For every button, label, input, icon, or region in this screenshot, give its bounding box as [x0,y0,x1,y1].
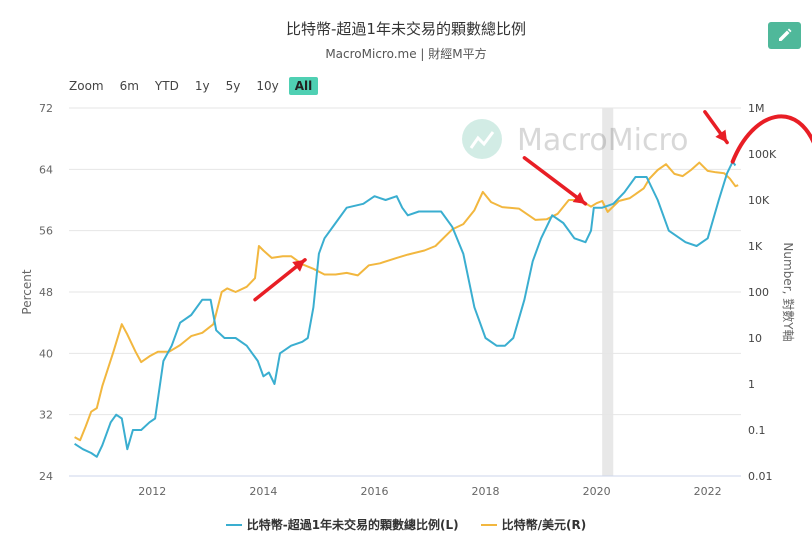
y-axis-right-label: Number, 對數Y軸 [781,242,795,341]
zoom-ytd-button[interactable]: YTD [154,79,179,93]
series-line-right [74,161,739,442]
annotation-arrow [522,156,588,206]
legend-item-left-series[interactable]: 比特幣-超過1年未交易的顆數總比例(L) [225,516,459,533]
x-tick-label: 2014 [249,485,277,498]
y-right-tick-label: 1K [748,240,763,253]
legend-swatch [225,523,242,526]
zoom-6m-button[interactable]: 6m [119,79,139,93]
y-axis-left-label: Percent [20,269,34,314]
y-right-tick-label: 1M [748,102,765,115]
zoom-bar: Zoom 6m YTD 1y 5y 10y All [69,76,322,96]
zoom-all-button[interactable]: All [288,77,319,95]
y-left-tick-label: 72 [39,102,53,115]
legend-swatch [480,523,497,526]
page-subtitle: MacroMicro.me | 財經M平方 [325,47,487,61]
legend-label: 比特幣-超過1年未交易的顆數總比例(L) [246,518,459,532]
annotation-arrowhead [715,129,728,143]
zoom-10y-button[interactable]: 10y [256,79,279,93]
watermark: MacroMicro [462,119,689,159]
y-right-tick-label: 1 [748,378,755,391]
x-tick-label: 2016 [360,485,388,498]
x-tick-label: 2018 [472,485,500,498]
y-right-tick-label: 10K [748,194,770,207]
y-right-tick-label: 10 [748,332,762,345]
page-title: 比特幣-超過1年未交易的顆數總比例 [286,20,526,38]
legend-label: 比特幣/美元(R) [501,518,587,532]
y-left-tick-label: 40 [39,347,53,360]
y-right-tick-label: 0.01 [748,470,773,483]
annotation-curve [730,114,812,164]
x-tick-label: 2012 [138,485,166,498]
zoom-1y-button[interactable]: 1y [194,79,210,93]
legend: 比特幣-超過1年未交易的顆數總比例(L) 比特幣/美元(R) [0,516,812,533]
y-right-tick-label: 100 [748,286,769,299]
y-right-tick-label: 100K [748,148,777,161]
y-left-tick-label: 48 [39,286,53,299]
edit-button[interactable] [768,22,801,49]
y-left-tick-label: 56 [39,225,53,238]
y-left-tick-label: 24 [39,470,53,483]
annotation-arrowhead [572,191,586,204]
y-left-tick-label: 32 [39,409,53,422]
zoom-5y-button[interactable]: 5y [225,79,241,93]
chart-logo-icon [462,119,502,159]
zoom-label: Zoom [69,79,104,93]
y-right-tick-label: 0.1 [748,424,766,437]
annotation-arrowhead [292,259,306,272]
x-tick-label: 2022 [694,485,722,498]
pencil-icon [779,28,792,41]
x-tick-label: 2020 [583,485,611,498]
watermark-text: MacroMicro [517,123,689,158]
y-left-tick-label: 64 [39,163,53,176]
legend-item-right-series[interactable]: 比特幣/美元(R) [480,516,587,533]
series-line-left [74,160,737,458]
